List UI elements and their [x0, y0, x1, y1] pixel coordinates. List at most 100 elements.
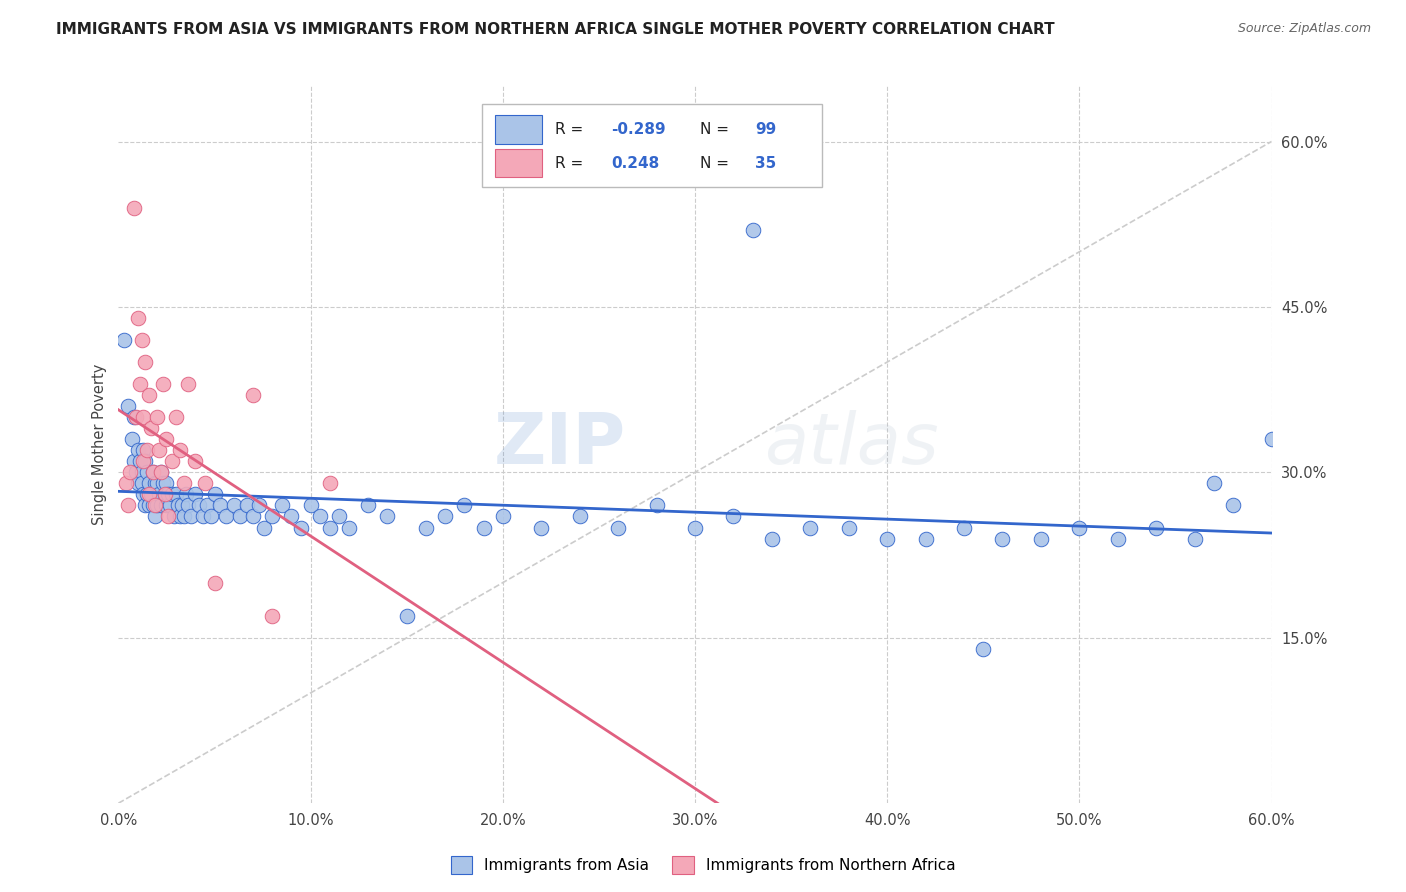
Point [191, 509, 214, 524]
Point [131, 333, 153, 347]
Text: Source: ZipAtlas.com: Source: ZipAtlas.com [1237, 22, 1371, 36]
Point [139, 421, 162, 435]
Point [134, 454, 156, 468]
Point [162, 454, 184, 468]
Text: R =: R = [555, 155, 593, 170]
Point [122, 410, 145, 425]
Point [138, 476, 160, 491]
Point [262, 509, 284, 524]
FancyBboxPatch shape [482, 104, 823, 186]
Point [242, 388, 264, 402]
Legend: Immigrants from Asia, Immigrants from Northern Africa: Immigrants from Asia, Immigrants from No… [444, 850, 962, 880]
Point [143, 476, 166, 491]
Point [149, 499, 172, 513]
Point [1202, 476, 1225, 491]
Point [169, 443, 191, 458]
Text: N =: N = [700, 122, 734, 136]
Point [309, 509, 332, 524]
Point [148, 443, 170, 458]
FancyBboxPatch shape [495, 149, 541, 178]
Point [1260, 432, 1282, 446]
Y-axis label: Single Mother Poverty: Single Mother Poverty [93, 364, 107, 525]
Point [169, 509, 191, 524]
Point [117, 499, 139, 513]
Point [180, 509, 202, 524]
Point [290, 520, 312, 534]
Point [143, 509, 166, 524]
Text: N =: N = [700, 155, 734, 170]
Point [153, 487, 176, 501]
Point [163, 509, 186, 524]
Point [131, 476, 153, 491]
Point [136, 443, 159, 458]
Point [204, 575, 226, 590]
Point [152, 476, 174, 491]
Point [112, 333, 135, 347]
Point [132, 443, 155, 458]
Point [125, 410, 148, 425]
Point [131, 466, 153, 480]
Point [972, 641, 994, 656]
Point [165, 410, 187, 425]
Point [142, 499, 165, 513]
Point [299, 499, 322, 513]
FancyBboxPatch shape [495, 115, 541, 144]
Point [149, 466, 172, 480]
Point [122, 454, 145, 468]
Point [453, 499, 475, 513]
Point [568, 509, 591, 524]
Point [247, 499, 270, 513]
Point [132, 410, 155, 425]
Point [138, 388, 160, 402]
Point [1144, 520, 1167, 534]
Point [125, 466, 148, 480]
Point [242, 509, 264, 524]
Point [146, 476, 169, 491]
Point [174, 487, 197, 501]
Point [184, 454, 207, 468]
Point [127, 443, 149, 458]
Point [128, 454, 150, 468]
Text: -0.289: -0.289 [610, 122, 665, 136]
Point [1184, 532, 1206, 546]
Text: 99: 99 [755, 122, 776, 136]
Point [157, 487, 180, 501]
Point [143, 499, 166, 513]
Point [118, 466, 141, 480]
Point [134, 499, 156, 513]
Point [761, 532, 783, 546]
Text: atlas: atlas [763, 410, 939, 479]
Point [337, 520, 360, 534]
Text: IMMIGRANTS FROM ASIA VS IMMIGRANTS FROM NORTHERN AFRICA SINGLE MOTHER POVERTY CO: IMMIGRANTS FROM ASIA VS IMMIGRANTS FROM … [56, 22, 1054, 37]
Point [176, 499, 198, 513]
Point [1222, 499, 1244, 513]
Point [194, 476, 217, 491]
Point [204, 487, 226, 501]
Point [377, 509, 399, 524]
Point [253, 520, 276, 534]
Point [138, 499, 160, 513]
Point [1029, 532, 1052, 546]
Text: ZIP: ZIP [494, 410, 626, 479]
Point [209, 499, 232, 513]
Point [953, 520, 976, 534]
Point [319, 520, 342, 534]
Point [280, 509, 302, 524]
Point [155, 476, 177, 491]
Point [228, 509, 250, 524]
Point [607, 520, 630, 534]
Point [838, 520, 860, 534]
Point [167, 499, 190, 513]
Point [434, 509, 457, 524]
Point [173, 509, 195, 524]
Point [121, 432, 143, 446]
Point [357, 499, 380, 513]
Point [146, 410, 169, 425]
Point [132, 454, 155, 468]
Point [222, 499, 245, 513]
Point [162, 487, 184, 501]
Point [142, 466, 165, 480]
Point [270, 499, 292, 513]
Point [155, 432, 177, 446]
Point [136, 466, 159, 480]
